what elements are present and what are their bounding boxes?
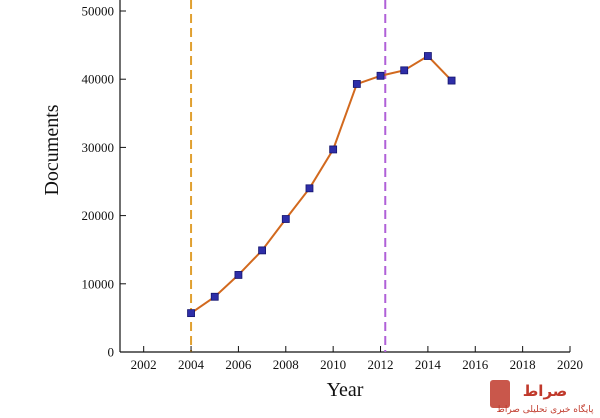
y-tick-label: 30000 <box>82 140 115 155</box>
data-point <box>400 66 409 75</box>
x-tick-label: 2018 <box>510 357 536 372</box>
data-point <box>281 215 290 223</box>
data-point <box>376 71 385 80</box>
watermark-logo-text: صراط <box>523 382 568 400</box>
y-tick-label: 40000 <box>82 72 115 87</box>
x-tick-label: 2010 <box>320 357 346 372</box>
x-axis-ticks: 2002 2004 2006 2008 2010 2012 2014 2016 2018 2020 <box>131 346 583 372</box>
y-tick-label: 20000 <box>82 208 115 223</box>
y-axis-ticks: 0 10000 20000 30000 40000 50000 <box>82 4 126 360</box>
y-axis-title: Documents <box>41 104 63 195</box>
y-tick-label: 0 <box>108 345 115 360</box>
data-point <box>423 52 432 60</box>
watermark-caption: پایگاه خبری تحلیلی صراط <box>497 403 594 415</box>
data-point <box>234 271 243 279</box>
x-tick-label: 2002 <box>131 357 157 372</box>
x-tick-label: 2014 <box>415 357 442 372</box>
y-tick-label: 50000 <box>82 4 115 19</box>
y-tick-label: 10000 <box>82 276 115 291</box>
series-line <box>190 54 453 314</box>
x-tick-label: 2008 <box>273 357 299 372</box>
x-tick-label: 2020 <box>557 357 583 372</box>
data-point <box>447 76 456 85</box>
data-point <box>210 292 219 301</box>
data-point <box>305 184 314 193</box>
plot-frame <box>119 0 570 353</box>
watermark-badge <box>490 380 510 408</box>
watermark-logo: صراط پایگاه خبری تحلیلی صراط <box>490 380 594 415</box>
x-axis-title: Year <box>327 379 364 401</box>
data-series <box>187 52 456 318</box>
data-point <box>329 145 338 154</box>
x-tick-label: 2016 <box>462 357 489 372</box>
x-tick-label: 2012 <box>368 357 394 372</box>
data-point <box>352 80 361 88</box>
data-point <box>258 246 267 255</box>
reference-lines <box>190 0 387 352</box>
x-tick-label: 2006 <box>225 357 252 372</box>
x-tick-label: 2004 <box>178 357 205 372</box>
data-point <box>187 309 195 318</box>
